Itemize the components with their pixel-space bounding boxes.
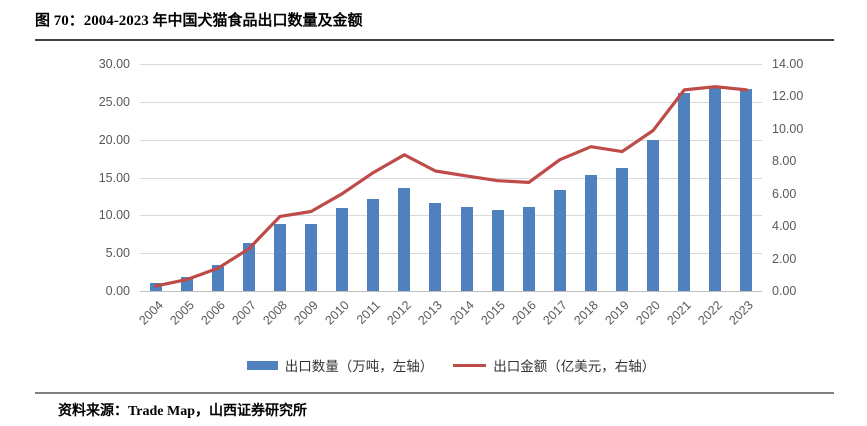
x-label-2019: 2019 bbox=[602, 298, 632, 328]
bar-2010 bbox=[336, 207, 349, 291]
right-axis-tick-14: 14.00 bbox=[772, 57, 804, 71]
bar-2021 bbox=[678, 92, 691, 291]
figure-title: 图 70：2004-2023 年中国犬猫食品出口数量及金额 bbox=[35, 13, 363, 29]
bar-2019 bbox=[616, 168, 629, 291]
legend-item-export-amount: 出口金额（亿美元，右轴） bbox=[453, 355, 655, 375]
right-axis-tick-8: 8.00 bbox=[772, 154, 797, 169]
x-label-2018: 2018 bbox=[571, 298, 601, 328]
bar-2012 bbox=[398, 188, 411, 291]
x-label-2004: 2004 bbox=[135, 298, 166, 328]
x-label-2021: 2021 bbox=[664, 298, 695, 328]
bar-2015 bbox=[491, 210, 504, 291]
bar-series-swatch-icon bbox=[246, 360, 278, 370]
x-label-2017: 2017 bbox=[540, 298, 570, 328]
x-label-2022: 2022 bbox=[695, 298, 726, 328]
gridline-30 bbox=[140, 64, 762, 65]
x-label-2015: 2015 bbox=[477, 298, 508, 328]
source-note: 资料来源：Trade Map，山西证券研究所 bbox=[58, 404, 308, 419]
bar-2022 bbox=[709, 87, 722, 291]
right-axis-tick-0: 0.00 bbox=[772, 284, 797, 298]
bar-2020 bbox=[647, 140, 660, 291]
export-amount-line bbox=[154, 85, 749, 288]
bar-2009 bbox=[305, 223, 318, 291]
left-axis-tick-15: 15.00 bbox=[98, 170, 130, 185]
bar-2017 bbox=[553, 189, 566, 291]
gridline-5 bbox=[140, 253, 762, 255]
x-label-2011: 2011 bbox=[354, 298, 384, 327]
bar-2013 bbox=[429, 203, 442, 291]
legend-label-quantity: 出口数量（万吨，左轴） bbox=[284, 359, 434, 374]
bar-2007 bbox=[242, 243, 255, 291]
left-axis-tick-30: 30.00 bbox=[98, 57, 130, 71]
title-divider bbox=[35, 39, 834, 41]
bar-2006 bbox=[211, 264, 224, 291]
right-axis-tick-6: 6.00 bbox=[772, 186, 797, 201]
right-axis-tick-2: 2.00 bbox=[772, 251, 797, 266]
right-axis-tick-10: 10.00 bbox=[772, 121, 804, 136]
right-axis-tick-4: 4.00 bbox=[772, 219, 797, 234]
x-label-2014: 2014 bbox=[446, 298, 477, 328]
left-axis-tick-10: 10.00 bbox=[98, 208, 130, 223]
legend-label-amount: 出口金额（亿美元，右轴） bbox=[493, 359, 656, 374]
x-label-2007: 2007 bbox=[229, 298, 259, 328]
x-label-2016: 2016 bbox=[509, 298, 539, 328]
plot-area bbox=[140, 64, 762, 292]
x-label-2012: 2012 bbox=[384, 298, 415, 328]
gridline-20 bbox=[140, 139, 762, 141]
x-label-2010: 2010 bbox=[322, 298, 353, 328]
left-axis-tick-20: 20.00 bbox=[98, 132, 130, 147]
bar-2016 bbox=[522, 207, 535, 291]
line-series-swatch-icon bbox=[453, 363, 487, 367]
footer-divider bbox=[35, 392, 834, 394]
chart-legend: 出口数量（万吨，左轴） 出口金额（亿美元，右轴） bbox=[140, 355, 762, 375]
gridline-10 bbox=[140, 215, 762, 217]
gridline-25 bbox=[140, 101, 762, 103]
x-label-2005: 2005 bbox=[166, 298, 197, 328]
bar-2023 bbox=[740, 88, 753, 291]
x-label-2020: 2020 bbox=[633, 298, 664, 328]
x-label-2006: 2006 bbox=[198, 298, 228, 328]
right-axis-tick-12: 12.00 bbox=[772, 89, 804, 104]
x-label-2013: 2013 bbox=[415, 298, 446, 328]
legend-item-export-quantity: 出口数量（万吨，左轴） bbox=[246, 355, 434, 375]
bar-2011 bbox=[367, 198, 380, 291]
left-axis-tick-25: 25.00 bbox=[98, 94, 130, 109]
left-axis-tick-0: 0.00 bbox=[105, 284, 130, 298]
x-label-2023: 2023 bbox=[726, 298, 757, 328]
bar-2018 bbox=[584, 175, 597, 291]
x-label-2008: 2008 bbox=[260, 298, 290, 328]
bar-2008 bbox=[273, 224, 286, 291]
x-label-2009: 2009 bbox=[291, 298, 321, 328]
left-axis-tick-5: 5.00 bbox=[105, 246, 130, 261]
bar-2014 bbox=[460, 207, 473, 291]
gridline-15 bbox=[140, 177, 762, 179]
